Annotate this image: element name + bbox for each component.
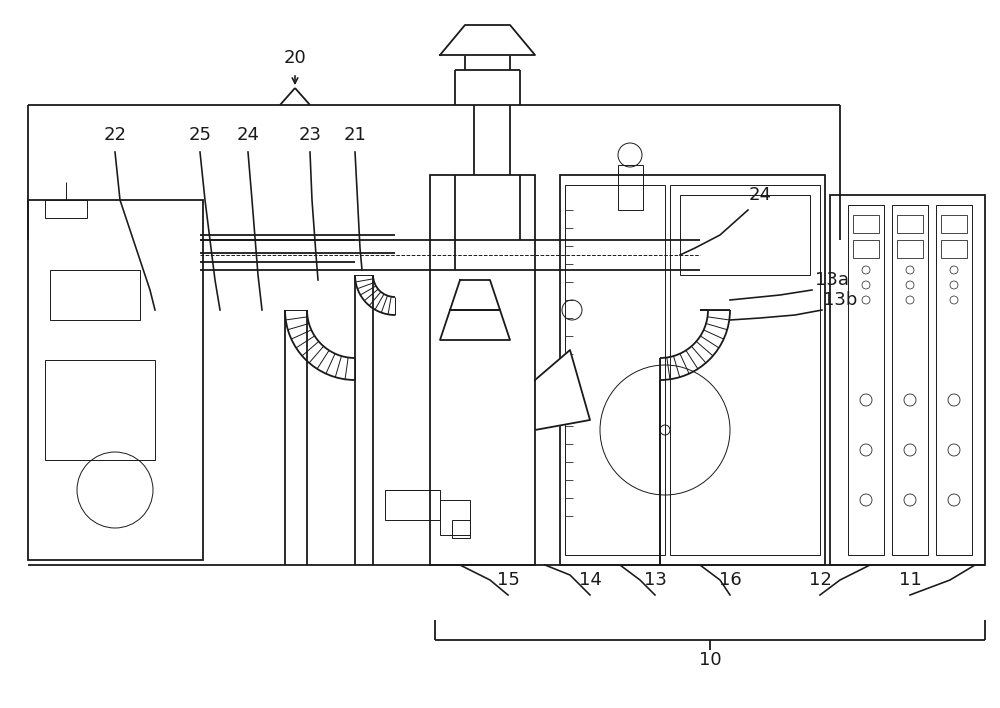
- Bar: [853, 240, 879, 258]
- Polygon shape: [440, 310, 510, 340]
- Bar: [560, 175, 825, 565]
- Text: 22: 22: [104, 126, 126, 144]
- Bar: [28, 200, 203, 560]
- Text: 15: 15: [497, 571, 519, 589]
- Bar: [430, 175, 535, 565]
- Bar: [897, 215, 923, 233]
- Text: 20: 20: [284, 49, 306, 67]
- Polygon shape: [535, 350, 590, 430]
- Text: 24: 24: [237, 126, 260, 144]
- Text: 23: 23: [298, 126, 322, 144]
- Polygon shape: [440, 25, 535, 55]
- Bar: [565, 185, 665, 555]
- Bar: [618, 165, 643, 210]
- Bar: [45, 360, 155, 460]
- Text: 14: 14: [579, 571, 601, 589]
- Bar: [50, 270, 140, 320]
- Text: 13: 13: [644, 571, 666, 589]
- Bar: [385, 490, 440, 520]
- Text: 10: 10: [699, 651, 721, 669]
- Text: 25: 25: [188, 126, 212, 144]
- Circle shape: [660, 425, 670, 435]
- Bar: [892, 205, 928, 555]
- Polygon shape: [450, 280, 500, 310]
- Bar: [936, 205, 972, 555]
- Bar: [853, 215, 879, 233]
- Bar: [941, 240, 967, 258]
- Text: 13b: 13b: [823, 291, 857, 309]
- Text: 11: 11: [899, 571, 921, 589]
- Text: 24: 24: [748, 186, 772, 204]
- Bar: [848, 205, 884, 555]
- Bar: [941, 215, 967, 233]
- Text: 16: 16: [719, 571, 741, 589]
- Text: 12: 12: [809, 571, 831, 589]
- Text: 13a: 13a: [815, 271, 849, 289]
- Text: 21: 21: [344, 126, 366, 144]
- Bar: [45, 200, 87, 218]
- Bar: [830, 195, 985, 565]
- Bar: [452, 520, 470, 538]
- Bar: [680, 195, 810, 275]
- Bar: [670, 185, 820, 555]
- Bar: [897, 240, 923, 258]
- Bar: [440, 500, 470, 535]
